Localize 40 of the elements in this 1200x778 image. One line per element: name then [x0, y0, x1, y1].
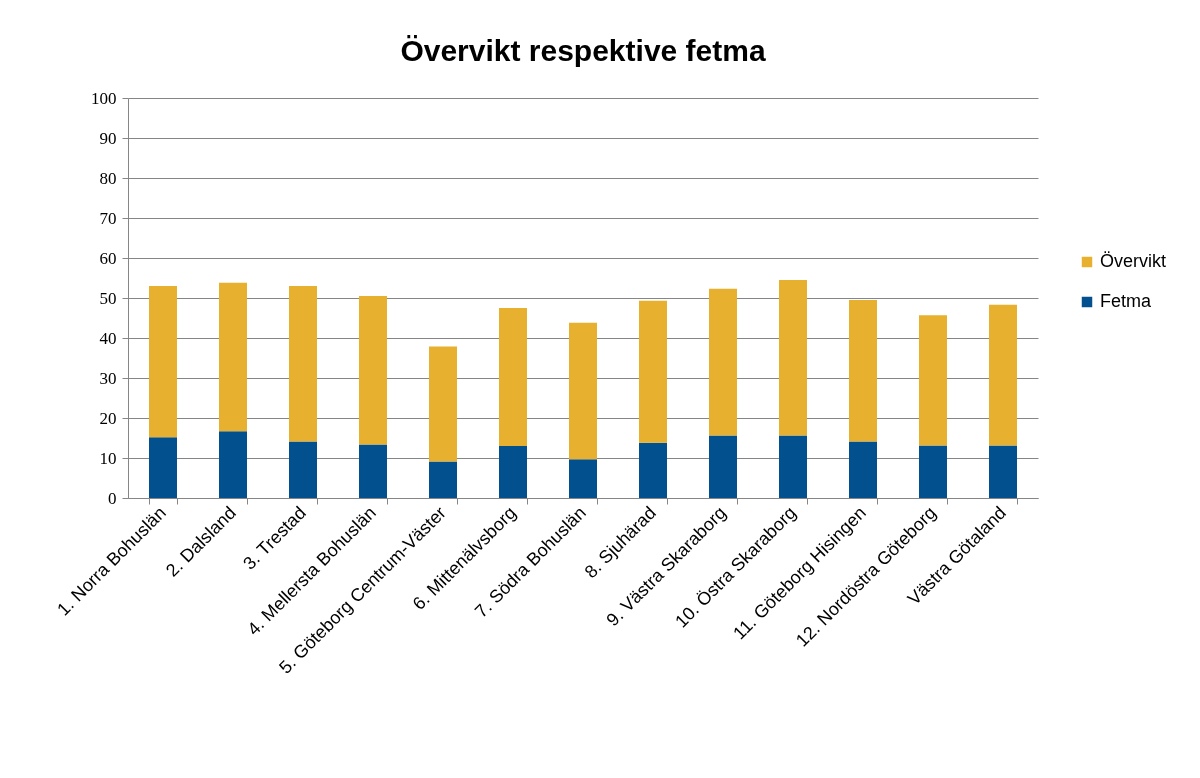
bar: [569, 459, 597, 498]
bar: [219, 282, 247, 432]
y-tick-label: 50: [99, 288, 117, 308]
bar: [429, 346, 457, 462]
bar: [359, 444, 387, 498]
y-tick-label: 100: [91, 88, 117, 108]
y-tick-label: 70: [99, 208, 117, 228]
bar: [499, 308, 527, 446]
bar: [499, 446, 527, 498]
bar: [149, 286, 177, 438]
bar: [149, 437, 177, 498]
bar: [429, 461, 457, 498]
bar: [359, 296, 387, 445]
y-tick-label: 30: [99, 368, 117, 388]
bar: [989, 445, 1017, 498]
y-tick-label: 20: [99, 408, 117, 428]
bar: [709, 288, 737, 436]
bar: [289, 441, 317, 498]
bar: [989, 304, 1017, 446]
bar: [919, 315, 947, 446]
legend-label: Fetma: [1100, 291, 1152, 311]
y-tick-label: 10: [99, 448, 117, 468]
bar: [639, 300, 667, 443]
y-tick-label: 60: [99, 248, 117, 268]
y-tick-label: 80: [99, 168, 117, 188]
y-tick-label: 90: [99, 128, 117, 148]
bar: [569, 322, 597, 460]
bar: [849, 300, 877, 442]
legend-label: Övervikt: [1100, 251, 1167, 271]
bar: [779, 435, 807, 498]
bar: [289, 286, 317, 442]
bar: [779, 280, 807, 436]
bar: [219, 431, 247, 498]
y-tick-label: 40: [99, 328, 117, 348]
chart-title: Övervikt respektive fetma: [400, 34, 766, 67]
y-tick-label: 0: [108, 488, 117, 508]
bar: [639, 442, 667, 498]
bar: [709, 435, 737, 498]
bar: [919, 445, 947, 498]
bar: [849, 441, 877, 498]
